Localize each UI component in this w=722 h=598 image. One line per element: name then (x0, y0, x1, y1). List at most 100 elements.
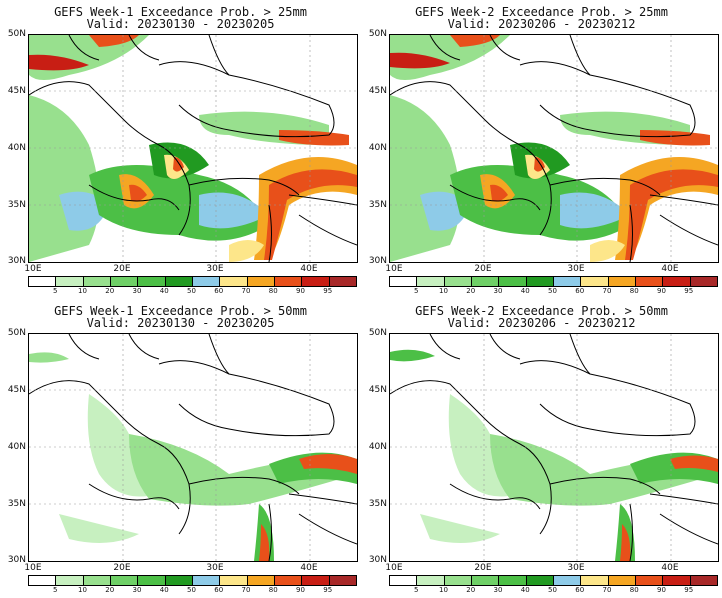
colorbar-swatch (83, 576, 111, 585)
coastlines (29, 35, 357, 262)
colorbar-swatch (220, 277, 248, 286)
colorbar-swatch (274, 576, 303, 585)
colorbar-swatch (56, 277, 84, 286)
lat-label: 45N (7, 385, 26, 395)
colorbar-swatch (390, 576, 418, 585)
panel-valid-dates: Valid: 20230206 - 20230212 (447, 316, 636, 330)
colorbar-tick-label: 70 (602, 287, 612, 295)
coastlines (390, 334, 718, 561)
panel-title: GEFS Week-1 Exceedance Prob. > 50mm (54, 304, 307, 318)
colorbar (389, 575, 718, 586)
lat-label: 30N (7, 256, 26, 266)
lon-label: 30E (567, 563, 585, 573)
colorbar-tick-label: 5 (53, 287, 58, 295)
colorbar-tick-label: 60 (575, 586, 585, 594)
lat-label: 30N (368, 555, 387, 565)
probability-map (28, 333, 358, 562)
colorbar-tick-label: 95 (323, 586, 333, 594)
colorbar-swatch (526, 576, 554, 585)
colorbar-tick-label: 40 (520, 586, 530, 594)
coastlines (390, 35, 718, 262)
colorbar-swatch (302, 576, 330, 585)
colorbar-swatch (471, 277, 500, 286)
map-svg (29, 35, 357, 262)
colorbar-swatch (29, 277, 57, 286)
colorbar-tick-label: 95 (684, 586, 694, 594)
colorbar-swatch (663, 576, 691, 585)
map-svg (29, 334, 357, 561)
colorbar-ticks: 5 10 20 30 40 50 60 70 80 90 95 (28, 586, 357, 596)
lon-label: 10E (385, 264, 403, 274)
panel-title: GEFS Week-2 Exceedance Prob. > 50mm (415, 304, 668, 318)
lat-label: 50N (7, 29, 26, 39)
colorbar-tick-label: 95 (684, 287, 694, 295)
colorbar-tick-label: 90 (296, 287, 305, 295)
lat-label: 50N (368, 29, 387, 39)
colorbar-swatch (329, 576, 356, 585)
lat-label: 30N (368, 256, 387, 266)
map-svg (390, 334, 718, 561)
colorbar-swatch (471, 576, 500, 585)
colorbar-tick-label: 10 (439, 287, 448, 295)
colorbar-tick-label: 40 (520, 287, 530, 295)
colorbar-tick-label: 20 (105, 586, 115, 594)
lat-label: 35N (368, 499, 387, 509)
probability-shading (390, 35, 718, 262)
coastlines (29, 334, 357, 561)
colorbar-swatch (110, 576, 139, 585)
colorbar-tick-label: 30 (493, 586, 503, 594)
lon-label: 10E (24, 264, 42, 274)
colorbar-tick-label: 20 (466, 287, 476, 295)
colorbar-swatch (417, 277, 445, 286)
colorbar-tick-label: 50 (548, 586, 557, 594)
colorbar-tick-label: 30 (132, 586, 142, 594)
colorbar-tick-label: 95 (323, 287, 333, 295)
colorbar-tick-label: 60 (575, 287, 585, 295)
colorbar-swatch (553, 277, 582, 286)
lon-label: 20E (113, 264, 131, 274)
colorbar (28, 276, 357, 287)
lat-label: 40N (368, 442, 387, 452)
colorbar-swatch (499, 576, 527, 585)
lat-label: 50N (368, 328, 387, 338)
colorbar-tick-label: 30 (493, 287, 503, 295)
colorbar-swatch (526, 277, 554, 286)
lon-label: 20E (113, 563, 131, 573)
panel-valid-dates: Valid: 20230130 - 20230205 (86, 316, 275, 330)
colorbar-tick-label: 10 (439, 586, 448, 594)
colorbar-swatch (635, 277, 664, 286)
colorbar-swatch (274, 277, 303, 286)
colorbar-tick-label: 90 (296, 586, 305, 594)
map-panel-week1-25mm: GEFS Week-1 Exceedance Prob. > 25mm Vali… (0, 0, 361, 299)
probability-shading (29, 35, 357, 262)
colorbar-swatch (390, 277, 418, 286)
lon-label: 10E (24, 563, 42, 573)
colorbar-tick-label: 50 (187, 586, 196, 594)
colorbar-tick-label: 50 (548, 287, 557, 295)
colorbar-swatch (192, 277, 221, 286)
probability-map (28, 34, 358, 263)
lon-label: 40E (300, 563, 318, 573)
map-panel-week2-25mm: GEFS Week-2 Exceedance Prob. > 25mm Vali… (361, 0, 722, 299)
probability-shading (29, 352, 357, 561)
lat-label: 45N (7, 86, 26, 96)
lon-label: 30E (206, 563, 224, 573)
lat-label: 35N (7, 200, 26, 210)
colorbar-swatch (220, 576, 248, 585)
panel-valid-dates: Valid: 20230206 - 20230212 (447, 17, 636, 31)
colorbar-tick-label: 90 (657, 287, 666, 295)
probability-map (389, 333, 719, 562)
colorbar-swatch (499, 277, 527, 286)
colorbar-tick-label: 60 (214, 586, 224, 594)
colorbar-tick-label: 70 (602, 586, 612, 594)
colorbar-swatch (444, 576, 472, 585)
colorbar-swatch (165, 277, 193, 286)
colorbar-swatch (247, 576, 275, 585)
probability-map (389, 34, 719, 263)
colorbar-swatch (635, 576, 664, 585)
colorbar-tick-label: 80 (268, 287, 278, 295)
panel-title: GEFS Week-1 Exceedance Prob. > 25mm (54, 5, 307, 19)
probability-shading (390, 349, 718, 561)
colorbar-swatch (56, 576, 84, 585)
colorbar (389, 276, 718, 287)
